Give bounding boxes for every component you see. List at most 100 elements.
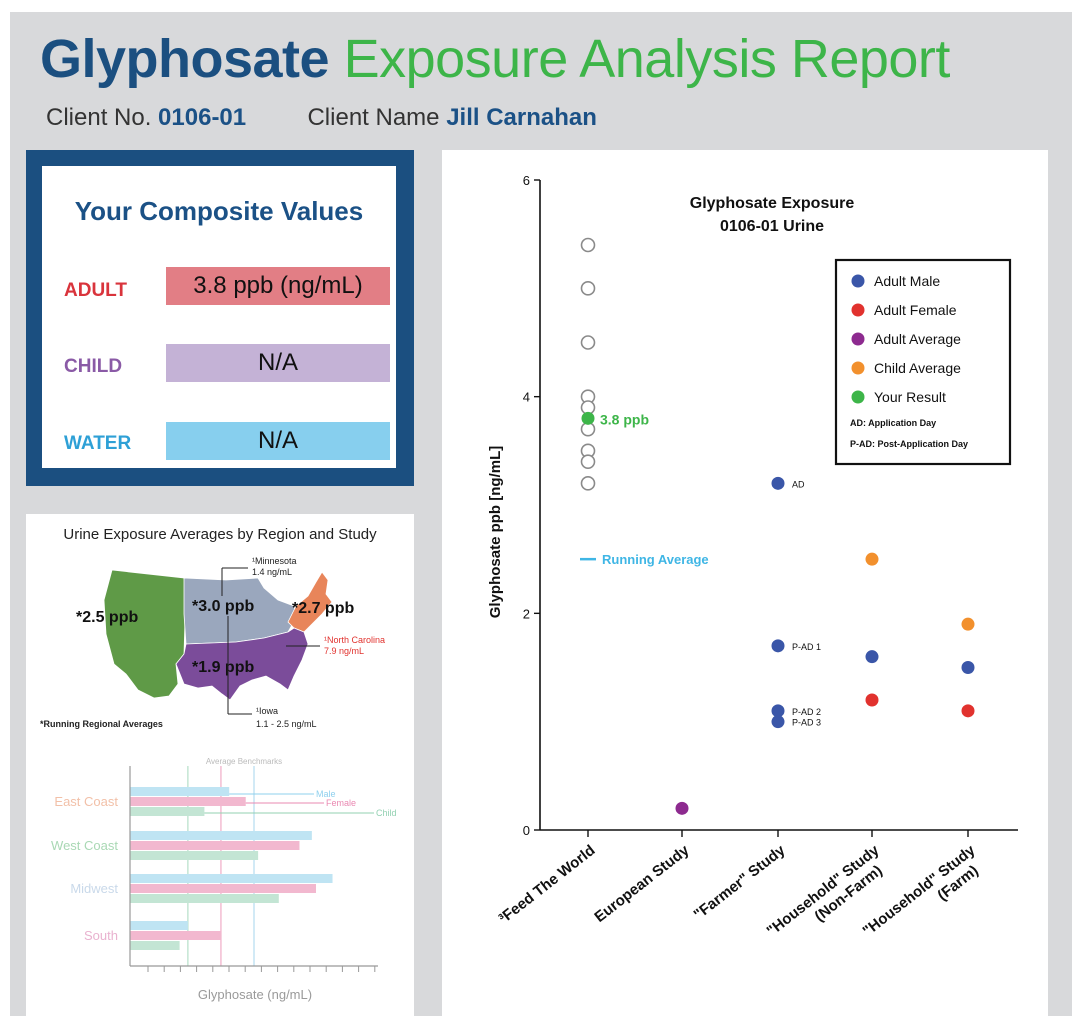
legend-swatch	[851, 303, 865, 317]
callout-iowa-value: 1.1 - 2.5 ng/mL	[256, 719, 317, 729]
callout-iowa-name: ¹Iowa	[256, 706, 278, 716]
map-region-west	[103, 569, 187, 699]
callout-north-carolina-name: ¹North Carolina	[324, 635, 385, 645]
legend-label: Adult Female	[874, 302, 957, 318]
bar-child	[130, 851, 259, 860]
map-label-west: *2.5 ppb	[76, 609, 138, 626]
point-adult-male	[961, 661, 975, 674]
series-label-female: Female	[326, 798, 356, 808]
x-tick-label: European Study	[591, 841, 693, 926]
report-title: Glyphosate Exposure Analysis Report	[40, 28, 950, 90]
legend-swatch	[851, 390, 865, 404]
map-label-northeast: *2.7 ppb	[292, 600, 354, 617]
point-child-average	[961, 617, 975, 631]
composite-title: Your Composite Values	[74, 196, 364, 226]
point-adult-male	[865, 650, 879, 664]
client-name-label: Client Name	[307, 104, 440, 131]
client-info: Client No. 0106-01 Client Name Jill Carn…	[46, 104, 597, 132]
map-region-south	[175, 627, 309, 701]
title-rest: Exposure Analysis Report	[343, 29, 951, 89]
point-label: 3.8 ppb	[600, 411, 649, 427]
regional-bar-chart: Average Benchmarks East Coast West Coast Mi…	[51, 757, 396, 1002]
callout-north-carolina-value: 7.9 ng/mL	[324, 646, 364, 656]
callout-minnesota-value: 1.4 ng/mL	[252, 567, 292, 577]
series-label-child: Child	[376, 808, 397, 818]
child-label: CHILD	[64, 356, 123, 377]
chart-title-line2: 0106-01 Urine	[720, 218, 824, 235]
title-word-glyphosate: Glyphosate	[40, 29, 330, 89]
y-tick-label: 0	[523, 823, 530, 838]
bar-child	[130, 807, 205, 816]
bar-male	[130, 874, 333, 883]
bar-female	[130, 841, 300, 850]
feed-the-world-point	[580, 281, 596, 296]
bar-x-axis-label: Glyphosate (ng/mL)	[198, 987, 312, 1002]
x-tick-label: "Household" Study(Farm)	[860, 841, 990, 954]
bar-category-label: East Coast	[54, 794, 118, 809]
point-your-result	[581, 411, 595, 425]
bar-female	[130, 797, 246, 806]
feed-the-world-point	[580, 454, 596, 469]
series-label-male: Male	[316, 789, 336, 799]
legend-label: Child Average	[874, 360, 961, 376]
point-child-average	[865, 552, 879, 566]
point-adult-female	[961, 704, 975, 718]
point-label: P-AD 1	[792, 642, 821, 652]
regional-averages-panel: Urine Exposure Averages by Region and St…	[26, 514, 414, 1016]
feed-the-world-point	[580, 335, 596, 350]
map-callouts: ¹Minnesota 1.4 ng/mL ¹North Carolina 7.9…	[40, 556, 385, 729]
child-value-box: N/A	[166, 344, 390, 382]
map-label-central: *3.0 ppb	[192, 598, 254, 615]
point-label: AD	[792, 479, 805, 489]
composite-values-card: Your Composite Values ADULT 3.8 ppb (ng/…	[42, 166, 396, 468]
legend-box	[834, 258, 1012, 466]
bar-category-label: West Coast	[51, 838, 118, 853]
adult-label: ADULT	[64, 280, 127, 301]
legend-label: Adult Average	[874, 331, 961, 347]
chart-title-line1: Glyphosate Exposure	[690, 195, 855, 212]
map-title: Urine Exposure Averages by Region and St…	[63, 526, 377, 543]
y-tick-label: 6	[523, 173, 530, 188]
map-and-bars-svg: *2.5 ppb *3.0 ppb *2.7 ppb *1.9 ppb ¹Min…	[40, 556, 397, 1002]
bar-child	[130, 894, 279, 903]
map-footnote: *Running Regional Averages	[40, 719, 163, 729]
legend-label: Your Result	[874, 389, 946, 405]
client-name-value: Jill Carnahan	[446, 104, 597, 131]
point-adult-male	[771, 476, 785, 490]
bar-child	[130, 941, 180, 950]
map-region-labels: *2.5 ppb *3.0 ppb *2.7 ppb *1.9 ppb	[76, 598, 354, 676]
running-average-label: Running Average	[602, 552, 709, 567]
composite-values-panel: Your Composite Values ADULT 3.8 ppb (ng/…	[26, 150, 414, 486]
point-label: P-AD 2	[792, 707, 821, 717]
feed-the-world-point	[580, 476, 596, 491]
x-tick-label: "Farmer" Study	[691, 841, 789, 923]
legend-label: Adult Male	[874, 273, 940, 289]
bar-female	[130, 931, 221, 940]
bar-male	[130, 921, 188, 930]
legend-note: P-AD: Post-Application Day	[850, 439, 968, 449]
y-axis-label: Glyphosate ppb [ng/mL]	[487, 446, 504, 619]
map-label-south: *1.9 ppb	[192, 659, 254, 676]
main-chart-panel: 0 2 4 6 ³Feed The World European Study "Farmer…	[442, 150, 1048, 1016]
point-adult-average	[675, 801, 689, 815]
legend-swatch	[851, 274, 865, 288]
point-label: P-AD 3	[792, 718, 821, 728]
water-label: WATER	[64, 433, 132, 454]
bar-female	[130, 884, 316, 893]
feed-the-world-point	[580, 237, 596, 253]
bar-category-label: Midwest	[70, 881, 118, 896]
bar-male	[130, 787, 230, 796]
bar-category-label: South	[84, 928, 118, 943]
legend-swatch	[851, 332, 865, 346]
point-adult-male	[771, 639, 785, 653]
client-no-label: Client No.	[46, 104, 152, 131]
callout-minnesota-name: ¹Minnesota	[252, 556, 297, 566]
point-adult-male	[771, 715, 785, 729]
point-adult-male	[771, 704, 785, 718]
legend-swatch	[851, 361, 865, 375]
point-adult-female	[865, 693, 879, 707]
legend-note: AD: Application Day	[850, 418, 936, 428]
benchmark-label: Average Benchmarks	[206, 757, 282, 766]
